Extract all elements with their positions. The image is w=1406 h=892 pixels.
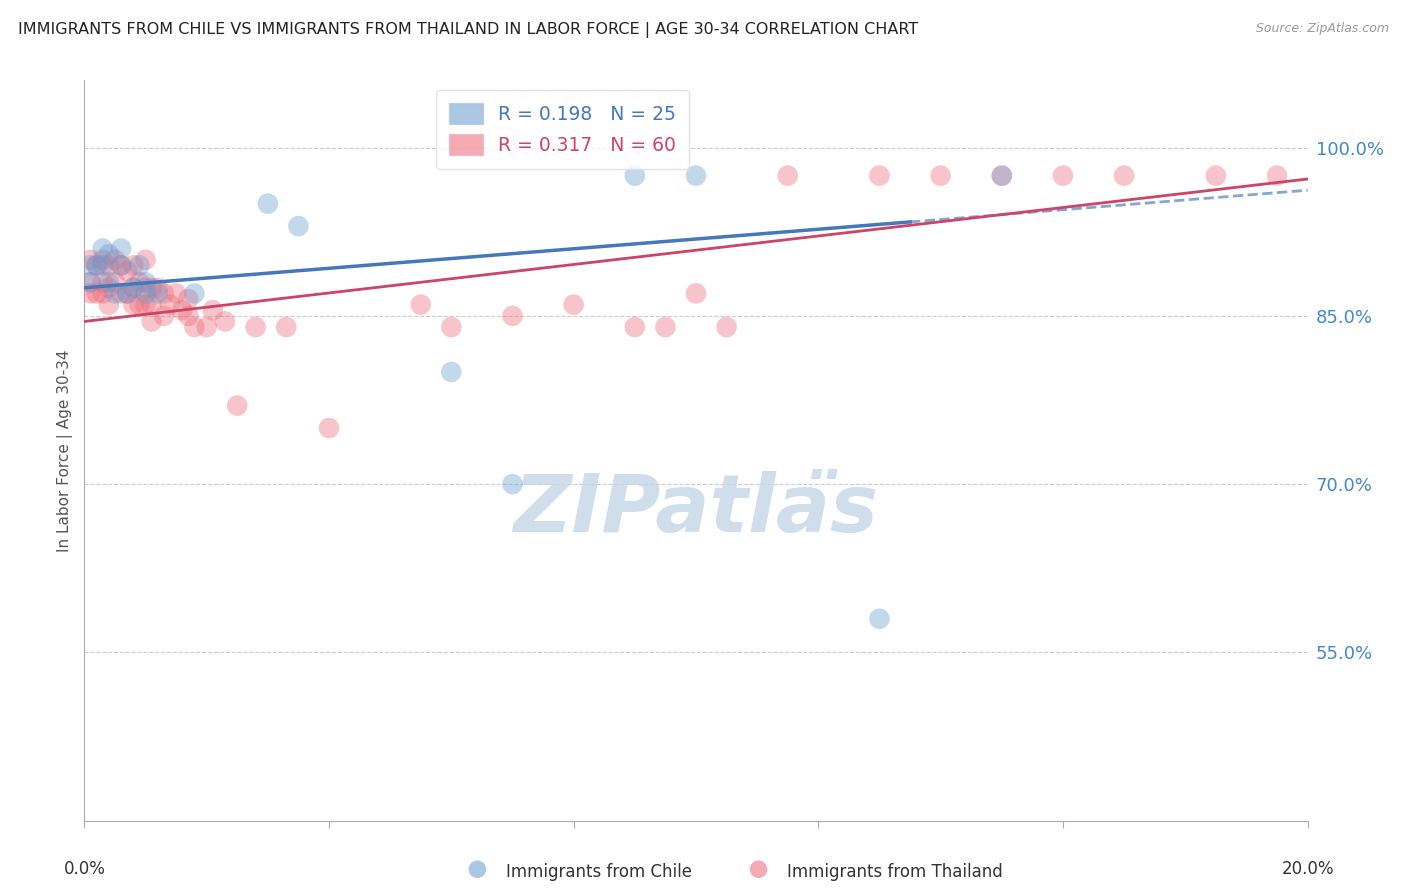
Point bbox=[165, 286, 187, 301]
Point bbox=[1205, 169, 1227, 183]
Point bbox=[115, 286, 138, 301]
Point bbox=[79, 286, 101, 301]
Point bbox=[201, 303, 224, 318]
Point bbox=[122, 298, 145, 312]
Point bbox=[104, 275, 127, 289]
Point bbox=[97, 281, 120, 295]
Point bbox=[79, 275, 101, 289]
Point bbox=[128, 259, 150, 273]
Point bbox=[502, 309, 524, 323]
Point bbox=[440, 365, 463, 379]
Legend: R = 0.198   N = 25, R = 0.317   N = 60: R = 0.198 N = 25, R = 0.317 N = 60 bbox=[436, 90, 689, 169]
Point bbox=[257, 196, 280, 211]
Point bbox=[409, 298, 432, 312]
Point bbox=[122, 281, 145, 295]
Text: ZIPatläs: ZIPatläs bbox=[513, 471, 879, 549]
Point bbox=[135, 286, 157, 301]
Point bbox=[869, 169, 891, 183]
Point bbox=[79, 259, 101, 273]
Point bbox=[654, 320, 676, 334]
Point bbox=[86, 286, 108, 301]
Point bbox=[467, 862, 489, 876]
Point bbox=[195, 320, 218, 334]
Text: Immigrants from Thailand: Immigrants from Thailand bbox=[787, 863, 1002, 881]
Point bbox=[91, 252, 114, 267]
Point bbox=[159, 298, 181, 312]
Point bbox=[104, 286, 127, 301]
Point bbox=[79, 275, 101, 289]
Point bbox=[624, 320, 647, 334]
Text: 20.0%: 20.0% bbox=[1281, 860, 1334, 878]
Point bbox=[97, 259, 120, 273]
Text: 0.0%: 0.0% bbox=[63, 860, 105, 878]
Point bbox=[929, 169, 952, 183]
Point bbox=[91, 286, 114, 301]
Point bbox=[97, 275, 120, 289]
Point bbox=[91, 259, 114, 273]
Point bbox=[141, 281, 163, 295]
Point bbox=[128, 298, 150, 312]
Point bbox=[177, 309, 200, 323]
Point bbox=[91, 275, 114, 289]
Point bbox=[91, 242, 114, 256]
Point bbox=[562, 298, 585, 312]
Point bbox=[153, 309, 176, 323]
Point bbox=[1265, 169, 1288, 183]
Point bbox=[122, 259, 145, 273]
Point bbox=[440, 320, 463, 334]
Point bbox=[86, 259, 108, 273]
Point bbox=[226, 399, 249, 413]
Point bbox=[624, 169, 647, 183]
Point bbox=[135, 252, 157, 267]
Point bbox=[183, 286, 205, 301]
Point bbox=[991, 169, 1014, 183]
Point bbox=[153, 286, 176, 301]
Point bbox=[110, 259, 132, 273]
Y-axis label: In Labor Force | Age 30-34: In Labor Force | Age 30-34 bbox=[58, 349, 73, 552]
Text: Immigrants from Chile: Immigrants from Chile bbox=[506, 863, 692, 881]
Point bbox=[1114, 169, 1136, 183]
Point bbox=[86, 259, 108, 273]
Point bbox=[716, 320, 738, 334]
Point bbox=[97, 298, 120, 312]
Point bbox=[122, 281, 145, 295]
Point bbox=[135, 281, 157, 295]
Point bbox=[183, 320, 205, 334]
Point bbox=[110, 242, 132, 256]
Point bbox=[276, 320, 298, 334]
Point bbox=[776, 169, 799, 183]
Point bbox=[146, 281, 169, 295]
Point bbox=[318, 421, 340, 435]
Point bbox=[502, 477, 524, 491]
Text: IMMIGRANTS FROM CHILE VS IMMIGRANTS FROM THAILAND IN LABOR FORCE | AGE 30-34 COR: IMMIGRANTS FROM CHILE VS IMMIGRANTS FROM… bbox=[18, 22, 918, 38]
Point bbox=[104, 252, 127, 267]
Point bbox=[115, 264, 138, 278]
Point bbox=[135, 298, 157, 312]
Point bbox=[135, 275, 157, 289]
Point bbox=[141, 298, 163, 312]
Point bbox=[869, 612, 891, 626]
Point bbox=[115, 286, 138, 301]
Point bbox=[245, 320, 267, 334]
Point bbox=[177, 292, 200, 306]
Point bbox=[287, 219, 309, 233]
Point bbox=[748, 862, 770, 876]
Text: Source: ZipAtlas.com: Source: ZipAtlas.com bbox=[1256, 22, 1389, 36]
Point bbox=[991, 169, 1014, 183]
Point bbox=[110, 286, 132, 301]
Point bbox=[685, 169, 707, 183]
Point bbox=[128, 275, 150, 289]
Point bbox=[146, 286, 169, 301]
Point bbox=[79, 252, 101, 267]
Point bbox=[1052, 169, 1074, 183]
Point bbox=[110, 259, 132, 273]
Point bbox=[172, 303, 194, 318]
Point bbox=[214, 314, 236, 328]
Point bbox=[141, 314, 163, 328]
Point bbox=[97, 247, 120, 261]
Point bbox=[685, 286, 707, 301]
